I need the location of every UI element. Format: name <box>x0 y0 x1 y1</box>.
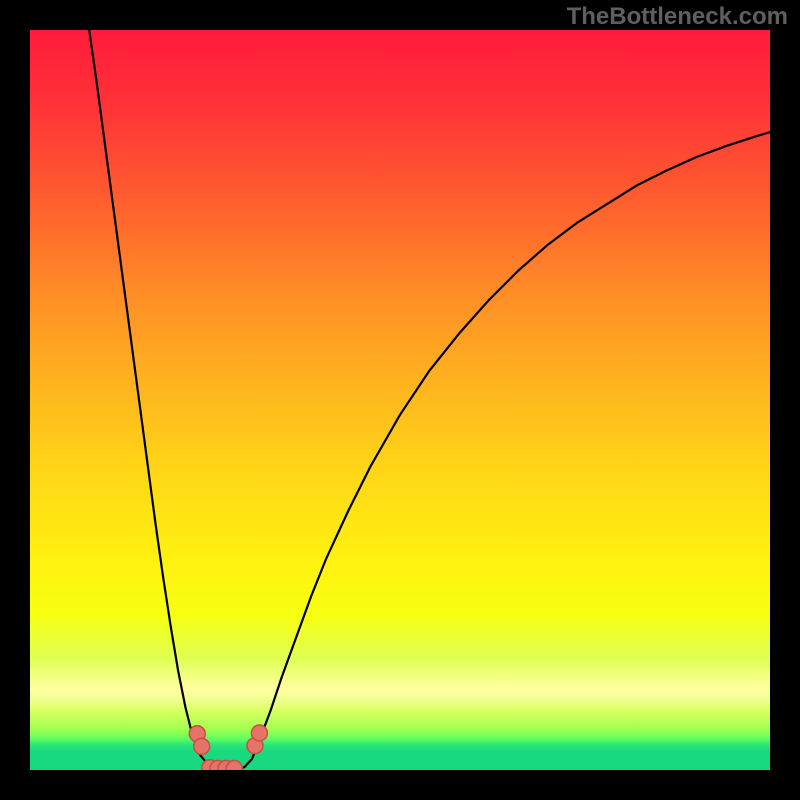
marker-point <box>194 738 210 754</box>
plot-background <box>30 30 770 770</box>
marker-point <box>251 725 267 741</box>
watermark-text: TheBottleneck.com <box>567 3 788 31</box>
chart-frame: TheBottleneck.com <box>0 0 800 800</box>
bottleneck-chart <box>0 0 800 800</box>
